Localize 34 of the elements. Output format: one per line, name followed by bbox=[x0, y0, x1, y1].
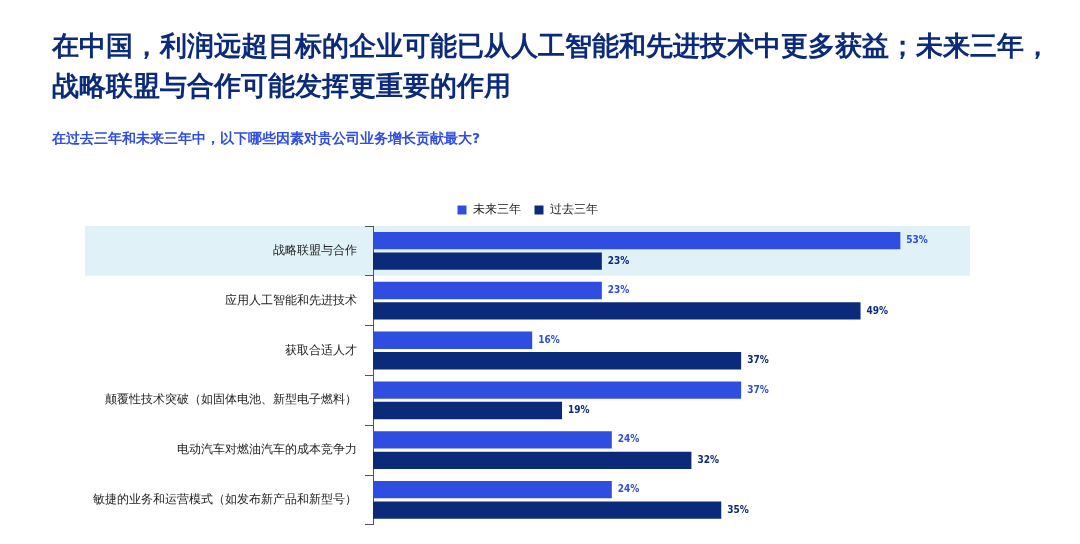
bar bbox=[373, 232, 901, 250]
legend-label: 未来三年 bbox=[472, 202, 521, 217]
chart-title: 在中国，利润远超目标的企业可能已从人工智能和先进技术中更多获益；未来三年，战略联盟与合作可能发挥更重要的作用 bbox=[52, 29, 1052, 103]
bar bbox=[373, 281, 602, 300]
bar bbox=[373, 451, 692, 469]
bar bbox=[373, 501, 722, 519]
data-label: 37% bbox=[747, 354, 769, 366]
y-tick-label: 电动汽车对燃油汽车的成本竞争力 bbox=[177, 442, 357, 457]
data-label: 23% bbox=[607, 254, 630, 266]
bar bbox=[373, 331, 533, 349]
data-label: 49% bbox=[866, 304, 889, 316]
data-label: 35% bbox=[727, 503, 749, 515]
bar bbox=[373, 302, 861, 320]
chart-subtitle: 在过去三年和未来三年中，以下哪些因素对贵公司业务增长贡献最大? bbox=[52, 130, 481, 148]
bar bbox=[373, 431, 612, 449]
data-label: 32% bbox=[697, 453, 719, 465]
legend-label: 过去三年 bbox=[549, 202, 598, 217]
y-tick-label: 战略联盟与合作 bbox=[273, 243, 357, 258]
bar bbox=[373, 381, 742, 399]
y-tick-label: 颠覆性技术突破（如固体电池、新型电子燃料） bbox=[105, 392, 357, 407]
bar bbox=[373, 252, 602, 270]
data-label: 24% bbox=[617, 433, 640, 445]
y-tick-label: 应用人工智能和先进技术 bbox=[225, 292, 357, 307]
data-label: 37% bbox=[747, 383, 769, 395]
bar bbox=[373, 481, 612, 499]
bar bbox=[373, 352, 742, 370]
data-label: 53% bbox=[906, 234, 928, 246]
data-label: 23% bbox=[607, 284, 630, 296]
data-label: 16% bbox=[538, 333, 560, 345]
y-tick-label: 获取合适人才 bbox=[285, 342, 357, 357]
bar bbox=[373, 401, 563, 420]
y-tick-label: 敏捷的业务和运营模式（如发布新产品和新型号） bbox=[93, 492, 357, 507]
data-label: 19% bbox=[568, 404, 590, 416]
data-label: 24% bbox=[617, 483, 640, 495]
